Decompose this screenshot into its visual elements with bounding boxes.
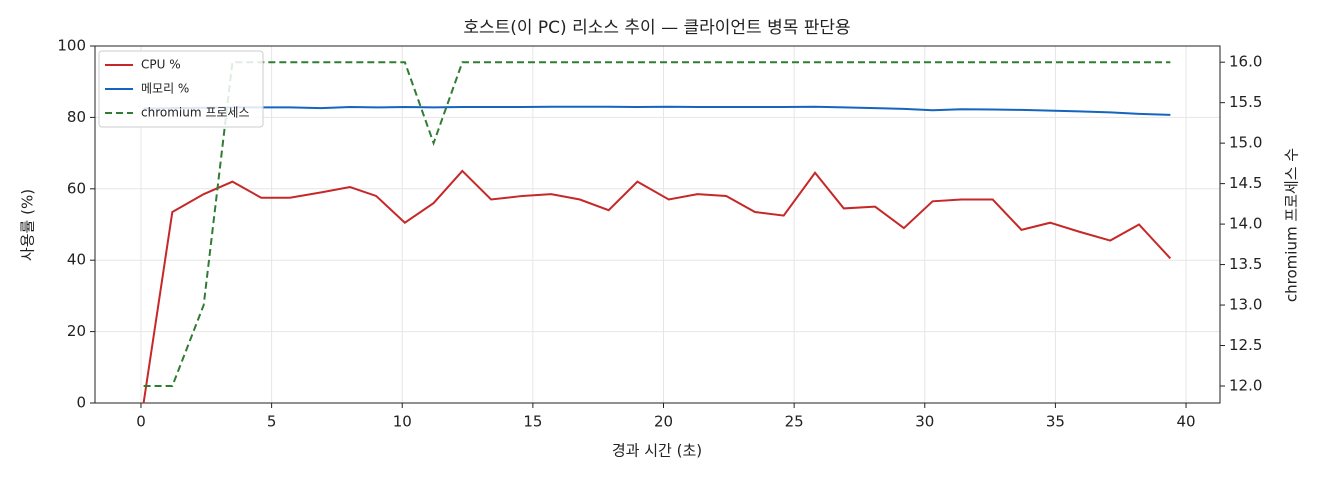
y-tick-label: 20: [67, 322, 86, 340]
legend-label: CPU %: [141, 58, 181, 72]
y2-tick-label: 15.5: [1229, 93, 1262, 111]
data-line: [143, 61, 1171, 387]
y-axis-label: 사용률 (%): [19, 189, 37, 261]
chart-title: 호스트(이 PC) 리소스 추이 — 클라이언트 병목 판단용: [463, 18, 850, 38]
data-line: [143, 105, 1171, 116]
x-tick-label: 35: [1046, 413, 1065, 431]
y2-tick-label: 14.5: [1229, 174, 1262, 192]
x-tick-label: 25: [785, 413, 804, 431]
legend: CPU % 메모리 % chromium 프로세스: [98, 50, 264, 128]
y2-tick-label: 12.0: [1229, 377, 1262, 395]
plot-frame: [94, 45, 1221, 404]
y2-tick-label: 14.0: [1229, 215, 1262, 233]
x-tick-label: 5: [267, 413, 277, 431]
y-tick-label: 40: [67, 251, 86, 269]
y2-tick-label: 15.0: [1229, 134, 1262, 152]
legend-label: chromium 프로세스: [141, 106, 250, 120]
x-tick-label: 20: [654, 413, 673, 431]
data-line: [142, 169, 1172, 404]
y-tick-label: 0: [76, 394, 86, 412]
y2-tick-label: 16.0: [1229, 53, 1262, 71]
x-tick-label: 10: [393, 413, 412, 431]
x-tick-label: 15: [523, 413, 542, 431]
y-tick-label: 80: [67, 108, 86, 126]
legend-box: [98, 50, 264, 128]
legend-label: 메모리 %: [141, 82, 189, 96]
y2-axis-label: chromium 프로세스 수: [1283, 148, 1301, 302]
x-axis-label: 경과 시간 (초): [612, 442, 702, 460]
x-tick-label: 0: [136, 413, 146, 431]
y2-tick-label: 12.5: [1229, 336, 1262, 354]
y2-tick-label: 13.0: [1229, 296, 1262, 314]
y-tick-label: 100: [57, 37, 86, 55]
y-tick-label: 60: [67, 179, 86, 197]
x-tick-label: 40: [1176, 413, 1195, 431]
y2-tick-label: 13.5: [1229, 255, 1262, 273]
x-tick-label: 30: [915, 413, 934, 431]
